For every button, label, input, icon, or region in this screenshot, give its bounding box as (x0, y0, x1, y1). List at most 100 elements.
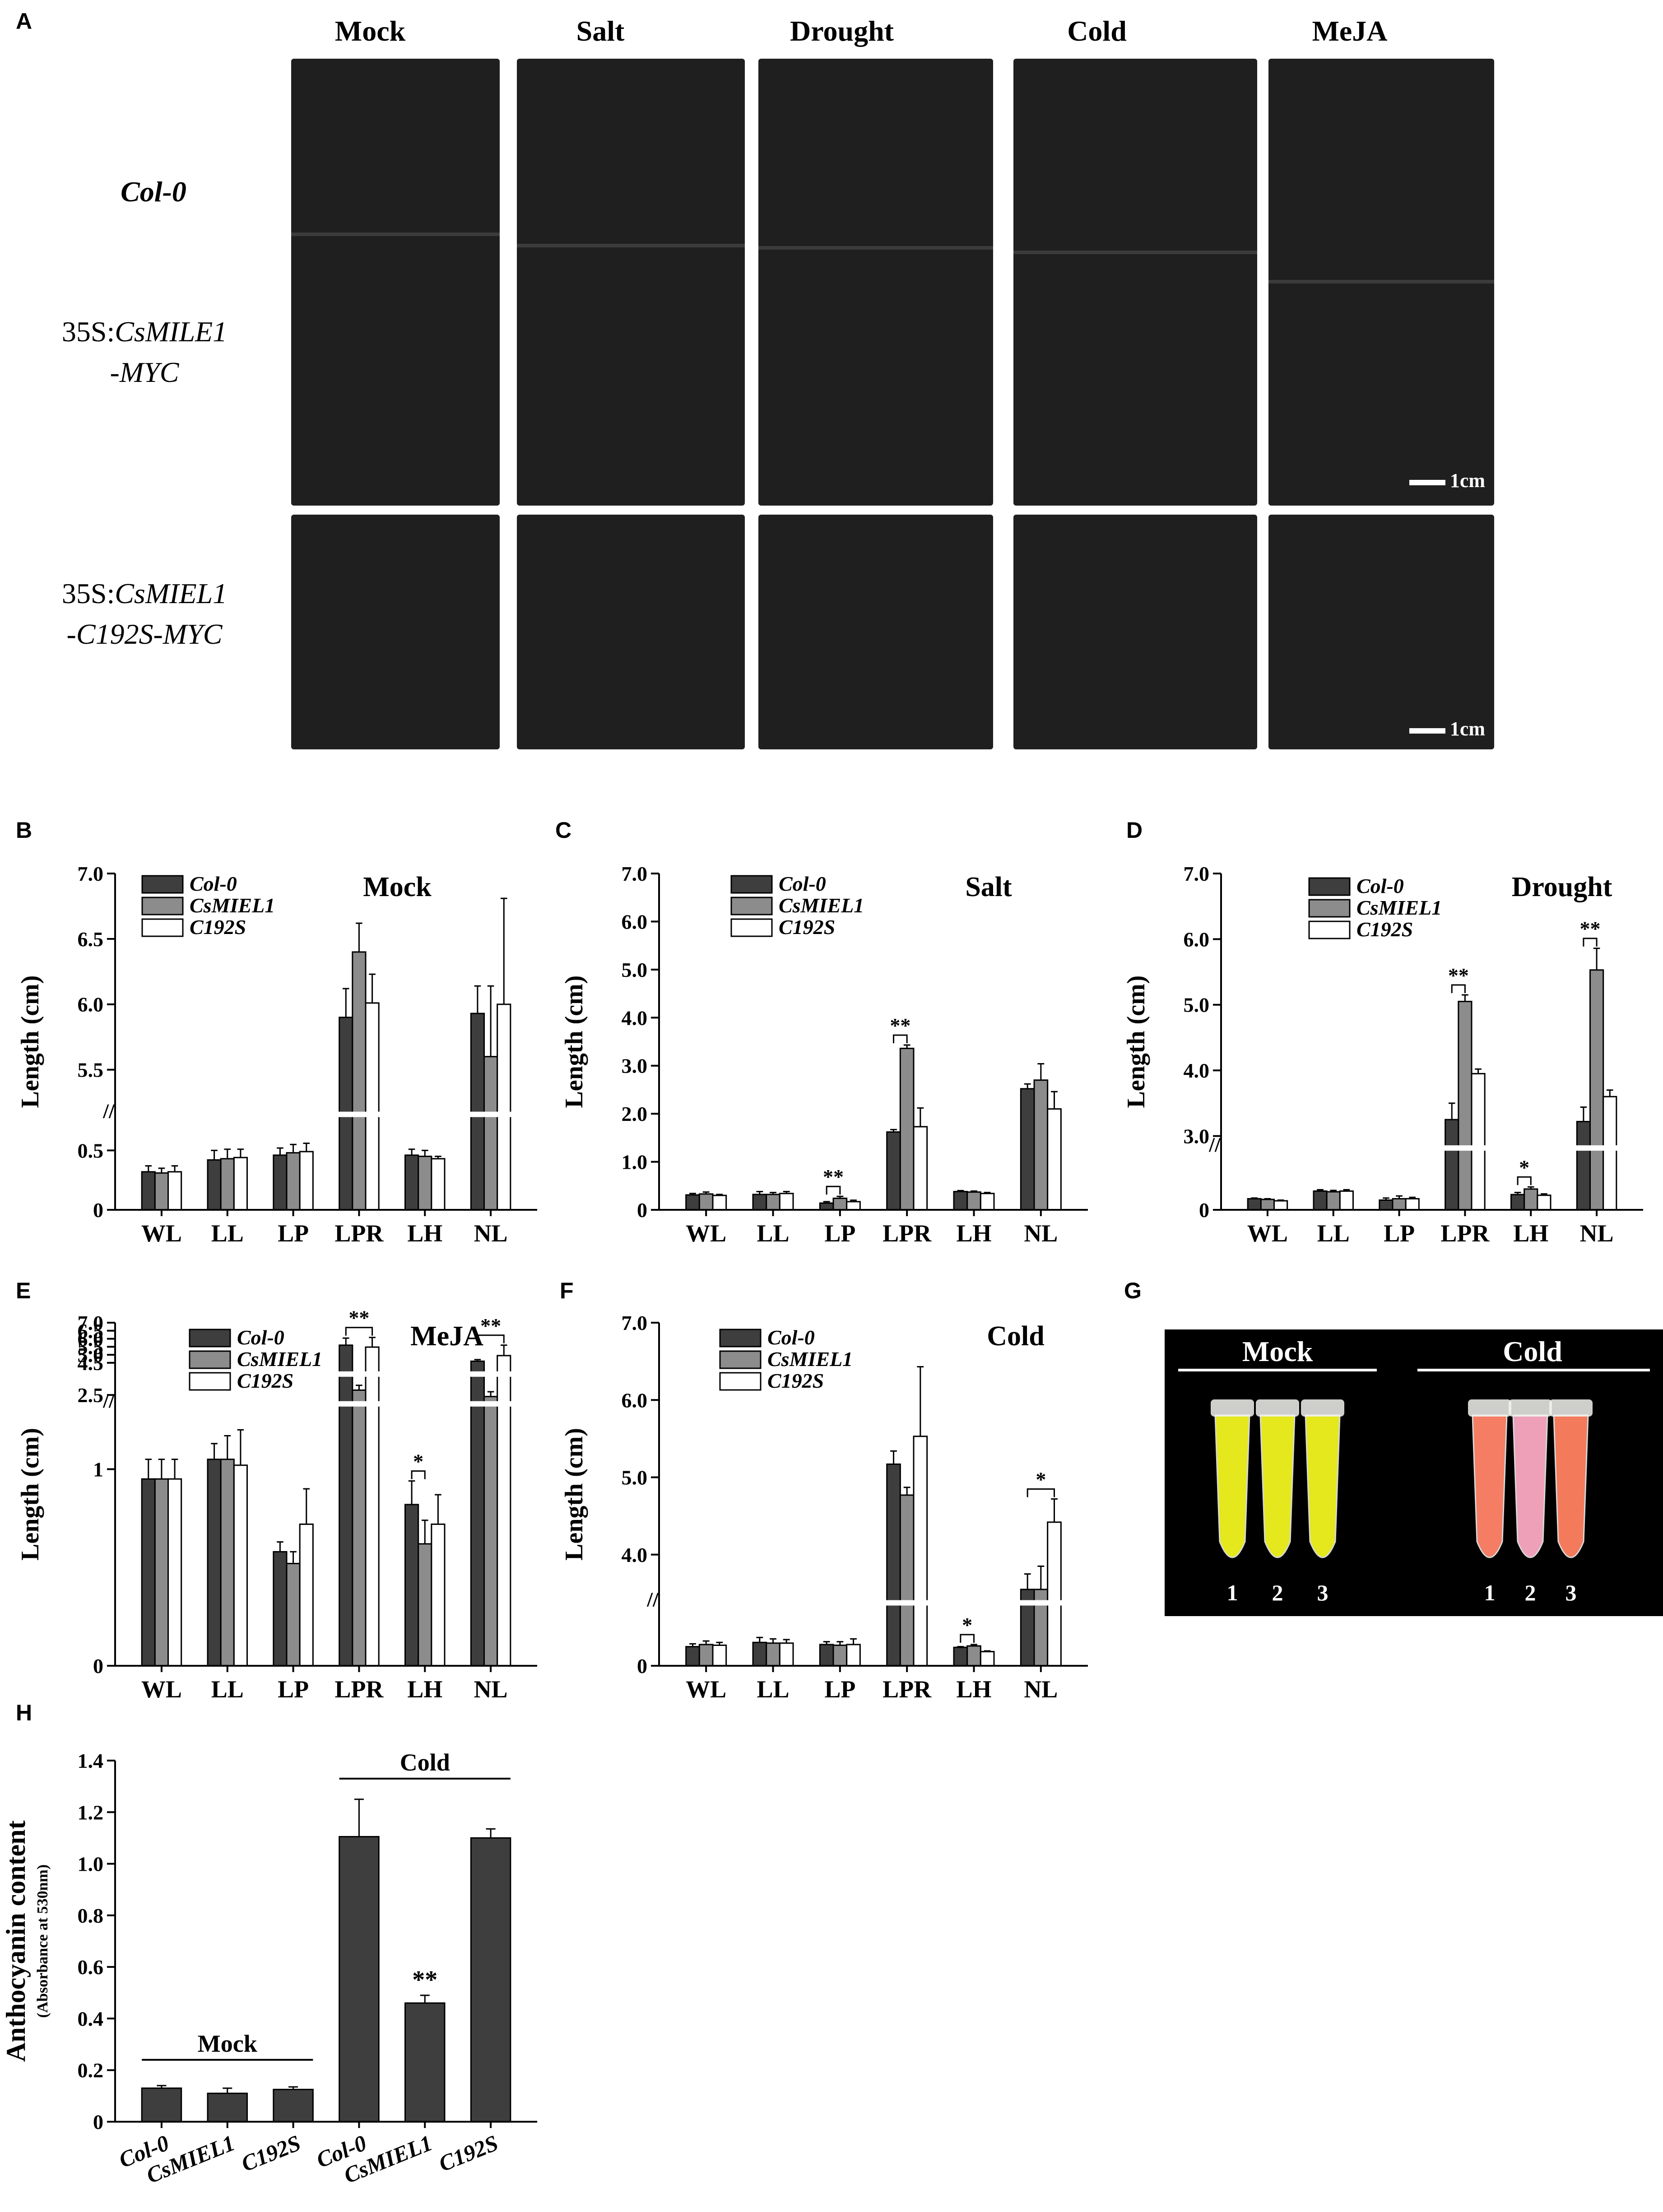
y-tick-label: 0 (1199, 1199, 1209, 1222)
scale-bar-label-2: 1cm (1449, 718, 1485, 740)
x-tick-label: LPR (883, 1220, 932, 1247)
bar-C-CsMIEL1-LL (766, 1194, 780, 1211)
significance-bracket (345, 1327, 373, 1336)
legend-swatch (730, 875, 773, 894)
legend-swatch (719, 1372, 762, 1391)
bar-F-Col-0-LP (819, 1644, 834, 1667)
bar-C-CsMIEL1-LH (966, 1191, 981, 1211)
significance-marker: ** (480, 1314, 501, 1337)
x-tick-label: LPR (334, 1220, 384, 1247)
axis-break-mark: // (102, 1100, 115, 1123)
panel-label-d: D (1126, 818, 1143, 843)
bar-H-CsMIEL1 (207, 2092, 248, 2123)
tube (1214, 1414, 1250, 1558)
group-label-cold: Cold (400, 1749, 450, 1776)
significance-marker: ** (823, 1165, 844, 1188)
bar-F-CsMIEL1-LH (966, 1645, 981, 1667)
bar-B-C192S-LPR (365, 1002, 380, 1211)
bar-E-Col-0-LH (404, 1504, 419, 1667)
chart-title: Cold (987, 1321, 1044, 1352)
bar-F-C192S-WL (712, 1645, 727, 1667)
bar-E-C192S-LH (431, 1523, 446, 1667)
legend-label: C192S (779, 915, 835, 939)
y-tick-label: 4.0 (622, 1543, 648, 1566)
bar-D-CsMIEL1-LH (1524, 1188, 1538, 1211)
mock-group-label: Mock (1242, 1335, 1313, 1367)
y-tick-label: 5.0 (78, 1343, 104, 1366)
chart-title: Mock (363, 872, 432, 902)
bar-D-CsMIEL1-LP (1392, 1198, 1407, 1211)
x-tick-label: WL (141, 1676, 182, 1703)
bar-B-CsMIEL1-LL (220, 1158, 235, 1211)
group-label-mock: Mock (198, 2030, 257, 2057)
significance-marker: ** (1448, 964, 1469, 987)
significance-marker: ** (348, 1306, 369, 1329)
panel-label-b: B (16, 818, 33, 843)
row3-suffix: -C192S-MYC (66, 618, 223, 650)
bar-D-C192S-NL (1603, 1096, 1617, 1211)
significance-bracket (826, 1185, 841, 1195)
axis-break-band (119, 1371, 536, 1377)
bar-H-Col-0 (141, 2087, 182, 2123)
photo-meja-bottom: 1cm (1268, 515, 1494, 749)
photo-mock-top (291, 59, 500, 506)
x-tick-label: LP (824, 1676, 855, 1703)
bar-E-Col-0-LL (207, 1459, 222, 1667)
x-tick-label: LL (211, 1676, 244, 1703)
legend-label: CsMIEL1 (767, 1348, 853, 1371)
bar-F-Col-0-LPR (886, 1463, 901, 1667)
significance-bracket (1451, 984, 1466, 993)
tube-number: 3 (1565, 1580, 1577, 1605)
chart-title: MeJA (410, 1321, 483, 1352)
x-tick-label: LPR (1440, 1220, 1490, 1247)
significance-bracket (1517, 1176, 1532, 1185)
axis-break-mark: // (646, 1588, 659, 1611)
bar-C-C192S-LL (779, 1193, 794, 1211)
y-tick-label: 1.2 (78, 1801, 104, 1824)
significance-marker: * (1036, 1468, 1046, 1491)
significance-bracket (411, 1470, 426, 1479)
bar-C-Col-0-LL (752, 1194, 767, 1211)
x-tick-label: LH (956, 1220, 991, 1247)
bar-E-CsMIEL1-LPR (352, 1389, 367, 1667)
row-label-overexpression: 35S:CsMILE1 -MYC (32, 311, 257, 393)
bar-B-Col-0-LP (273, 1154, 288, 1211)
x-tick-label: LH (407, 1676, 442, 1703)
bar-H-CsMIEL1 (404, 2002, 446, 2123)
bar-C-Col-0-LH (953, 1191, 968, 1211)
bar-C-Col-0-NL (1020, 1088, 1035, 1211)
y-tick-label: 5.0 (622, 1466, 648, 1489)
y-tick-label: 0 (93, 1654, 103, 1678)
bar-C-CsMIEL1-LPR (899, 1047, 915, 1211)
x-tick-label: LH (407, 1220, 442, 1247)
y-tick-label: 1.0 (622, 1151, 648, 1174)
axis-break-mark: // (1208, 1133, 1221, 1156)
bar-F-C192S-LL (779, 1642, 794, 1667)
x-tick-label: C192S (435, 2130, 502, 2176)
bar-F-C192S-LH (980, 1651, 995, 1667)
bar-B-C192S-LH (431, 1158, 446, 1211)
x-tick-label: LH (956, 1676, 991, 1703)
significance-marker: ** (412, 1966, 437, 1994)
x-tick-label: LL (757, 1220, 789, 1247)
bar-E-Col-0-NL (470, 1360, 485, 1667)
photo-drought-bottom (758, 515, 993, 749)
significance-bracket (893, 1034, 908, 1043)
legend-swatch (141, 897, 184, 915)
y-tick-label: 6.5 (78, 1320, 104, 1343)
bar-D-Col-0-LP (1379, 1199, 1394, 1211)
photo-mock-bottom (291, 515, 500, 749)
significance-marker: ** (1580, 917, 1601, 940)
tube-cap (1509, 1399, 1552, 1417)
photo-meja-top: 1cm (1268, 59, 1494, 506)
bar-D-C192S-LL (1339, 1190, 1354, 1211)
condition-header-drought: Drought (790, 15, 894, 47)
y-tick-label: 2.5 (78, 1384, 104, 1407)
y-tick-label: 4.5 (78, 1352, 104, 1375)
x-tick-label: NL (1024, 1676, 1058, 1703)
axis-break-band (119, 1401, 536, 1407)
photo-cold-top (1013, 59, 1257, 506)
bar-B-Col-0-LH (404, 1154, 419, 1211)
bar-D-Col-0-LPR (1445, 1119, 1459, 1211)
tube-number: 2 (1525, 1580, 1536, 1605)
